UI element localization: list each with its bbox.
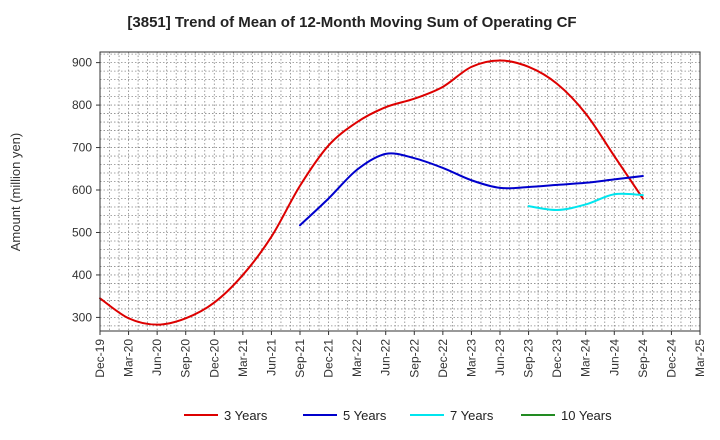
legend-label-7-years: 7 Years <box>450 408 494 423</box>
x-tick-label: Mar-21 <box>236 339 250 377</box>
x-tick-label: Mar-22 <box>350 339 364 377</box>
x-tick-label: Mar-25 <box>693 339 707 377</box>
x-tick-label: Jun-22 <box>379 339 393 376</box>
x-tick-label: Mar-24 <box>579 339 593 377</box>
x-tick-label: Mar-23 <box>464 339 478 377</box>
x-tick-label: Dec-23 <box>550 339 564 378</box>
y-tick-label: 500 <box>72 225 92 239</box>
y-tick-label: 400 <box>72 268 92 282</box>
x-tick-label: Jun-23 <box>493 339 507 376</box>
legend: 3 Years 5 Years 7 Years 10 Years <box>184 408 612 423</box>
y-tick-label: 900 <box>72 56 92 70</box>
x-tick-label: Jun-20 <box>150 339 164 376</box>
x-tick-label: Mar-20 <box>122 339 136 377</box>
series-line-3-years <box>99 59 644 326</box>
x-tick-label: Sep-24 <box>636 339 650 378</box>
x-tick-label: Dec-21 <box>322 339 336 378</box>
series-line-7-years <box>527 192 644 211</box>
series-lines <box>99 59 644 326</box>
legend-label-10-years: 10 Years <box>561 408 612 423</box>
x-tick-label: Dec-24 <box>664 339 678 378</box>
x-tick-label: Dec-20 <box>207 339 221 378</box>
x-tick-label: Sep-23 <box>522 339 536 378</box>
y-tick-label: 800 <box>72 98 92 112</box>
x-tick-label: Sep-20 <box>179 339 193 378</box>
series-line-5-years <box>299 152 644 227</box>
plot-frame <box>99 51 701 332</box>
x-tick-label: Sep-22 <box>407 339 421 378</box>
legend-label-5-years: 5 Years <box>343 408 387 423</box>
x-tick-label: Jun-24 <box>607 339 621 376</box>
x-tick-label: Dec-19 <box>93 339 107 378</box>
y-tick-labels: 300 400 500 600 700 800 900 <box>72 56 100 324</box>
y-tick-label: 600 <box>72 183 92 197</box>
y-tick-label: 300 <box>72 310 92 324</box>
x-tick-label: Sep-21 <box>293 339 307 378</box>
y-axis-label: Amount (million yen) <box>8 133 23 252</box>
grid <box>99 52 701 331</box>
chart-title: [3851] Trend of Mean of 12-Month Moving … <box>127 14 576 31</box>
x-tick-label: Jun-21 <box>264 339 278 376</box>
legend-label-3-years: 3 Years <box>224 408 268 423</box>
x-tick-labels: Dec-19 Mar-20 Jun-20 Sep-20 Dec-20 Mar-21 Jun-… <box>93 331 707 378</box>
x-tick-label: Dec-22 <box>436 339 450 378</box>
y-tick-label: 700 <box>72 141 92 155</box>
